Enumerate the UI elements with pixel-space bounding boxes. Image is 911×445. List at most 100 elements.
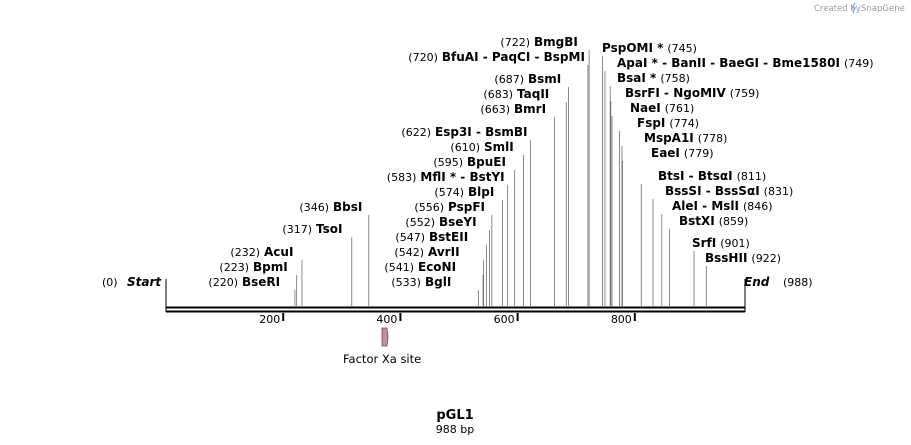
enzyme-label[interactable]: BsrFI - NgoMIV (759) <box>625 84 759 101</box>
site-position: (687) <box>494 73 524 86</box>
site-position: (745) <box>667 42 697 55</box>
svg-text:FspI (774): FspI (774) <box>637 114 699 131</box>
enzyme-label[interactable]: (533) BglI <box>391 273 451 290</box>
enzyme-label[interactable]: (556) PspFI <box>414 198 485 215</box>
svg-text:BsaI * (758): BsaI * (758) <box>617 69 690 86</box>
enzyme-name: TaqII <box>517 87 549 101</box>
enzyme-name: BmgBI <box>534 35 578 49</box>
sequence-backbone <box>166 306 745 313</box>
enzyme-label[interactable]: BstXI (859) <box>679 212 748 229</box>
enzyme-label[interactable]: (687) BsmI <box>494 70 561 87</box>
svg-text:NaeI (761): NaeI (761) <box>630 99 694 116</box>
ruler-label: 800 <box>611 313 632 326</box>
enzyme-name: BsrFI - NgoMIV <box>625 86 726 100</box>
svg-text:BssHII (922): BssHII (922) <box>705 249 781 266</box>
position-ruler: 200 400 600 800 <box>259 313 636 326</box>
svg-text:(541) EcoNI: (541) EcoNI <box>384 258 456 275</box>
svg-text:(317) TsoI: (317) TsoI <box>282 220 342 237</box>
enzyme-name: PspOMI * <box>602 41 664 55</box>
enzyme-label[interactable]: (610) SmlI <box>450 138 513 155</box>
enzyme-name: AvrII <box>428 245 460 259</box>
svg-text:(663) BmrI: (663) BmrI <box>480 100 546 117</box>
enzyme-name: BglI <box>425 275 451 289</box>
enzyme-label[interactable]: BtsI - BtsαI (811) <box>658 167 766 184</box>
enzyme-label[interactable]: PspOMI * (745) <box>602 39 697 56</box>
enzyme-name: BseRI <box>242 275 280 289</box>
enzyme-label[interactable]: (595) BpuEI <box>433 153 506 170</box>
site-position: (663) <box>480 103 510 116</box>
enzyme-label[interactable]: (552) BseYI <box>405 213 476 230</box>
svg-text:PspOMI * (745): PspOMI * (745) <box>602 39 697 56</box>
enzyme-label[interactable]: (542) AvrII <box>394 243 459 260</box>
enzyme-name: BmrI <box>514 102 546 116</box>
enzyme-name: BssHII <box>705 251 747 265</box>
enzyme-label[interactable]: (547) BstEII <box>395 228 468 245</box>
end-label: End <box>744 275 770 289</box>
enzyme-label[interactable]: (622) Esp3I - BsmBI <box>401 123 527 140</box>
enzyme-name: NaeI <box>630 101 661 115</box>
enzyme-label[interactable]: (232) AcuI <box>230 243 293 260</box>
enzyme-name: MspA1I <box>644 131 694 145</box>
enzyme-name: BsmI <box>528 72 561 86</box>
enzyme-name: SmlI <box>484 140 514 154</box>
site-position: (778) <box>698 132 728 145</box>
enzyme-label[interactable]: (720) BfuAI - PaqCI - BspMI <box>408 48 585 65</box>
site-position: (811) <box>737 170 767 183</box>
enzyme-label[interactable]: FspI (774) <box>637 114 699 131</box>
ruler-label: 600 <box>494 313 515 326</box>
svg-text:(542) AvrII: (542) AvrII <box>394 243 459 260</box>
svg-text:BstXI (859): BstXI (859) <box>679 212 748 229</box>
site-position: (574) <box>434 186 464 199</box>
factor-xa-feature[interactable] <box>381 327 389 347</box>
site-position: (859) <box>719 215 749 228</box>
enzyme-label[interactable]: (541) EcoNI <box>384 258 456 275</box>
enzyme-label[interactable]: BsaI * (758) <box>617 69 690 86</box>
enzyme-label[interactable]: (317) TsoI <box>282 220 342 237</box>
enzyme-name: MflI * - BstYI <box>420 170 504 184</box>
svg-text:ApaI * - BanII - BaeGI - Bm: ApaI * - BanII - BaeGI - Bme1580I (749) <box>617 54 874 71</box>
enzyme-name: BssSI - BssSαI <box>665 184 760 198</box>
site-position: (922) <box>751 252 781 265</box>
svg-text:BssSI - BssSαI (831): BssSI - BssSαI (831) <box>665 182 793 199</box>
enzyme-name: EaeI <box>651 146 680 160</box>
enzyme-label[interactable]: (346) BbsI <box>299 198 362 215</box>
enzyme-name: ApaI * - BanII - BaeGI - Bme1580I <box>617 56 840 70</box>
site-position: (831) <box>764 185 794 198</box>
site-position: (758) <box>660 72 690 85</box>
site-position: (232) <box>230 246 260 259</box>
svg-text:(683) TaqII: (683) TaqII <box>483 85 549 102</box>
restriction-sites: (220) BseRI(223) BpmI(232) AcuI (317) Tso… <box>208 33 874 306</box>
svg-text:SrfI (901): SrfI (901) <box>692 234 750 251</box>
site-position: (610) <box>450 141 480 154</box>
enzyme-name: BstEII <box>429 230 468 244</box>
enzyme-label[interactable]: BssHII (922) <box>705 249 781 266</box>
svg-text:(583) MflI * - BstYI: (583) MflI * - BstYI <box>387 168 505 185</box>
site-position: (759) <box>730 87 760 100</box>
site-position: (774) <box>669 117 699 130</box>
enzyme-label[interactable]: SrfI (901) <box>692 234 750 251</box>
enzyme-label[interactable]: (663) BmrI <box>480 100 546 117</box>
enzyme-name: SrfI <box>692 236 716 250</box>
enzyme-label[interactable]: (583) MflI * - BstYI <box>387 168 505 185</box>
enzyme-name: BsaI * <box>617 71 657 85</box>
svg-text:BtsI - BtsαI (811): BtsI - BtsαI (811) <box>658 167 766 184</box>
enzyme-label[interactable]: BssSI - BssSαI (831) <box>665 182 793 199</box>
enzyme-label[interactable]: (223) BpmI <box>219 258 287 275</box>
enzyme-label[interactable]: EaeI (779) <box>651 144 714 161</box>
enzyme-name: FspI <box>637 116 665 130</box>
enzyme-label[interactable]: ApaI * - BanII - BaeGI - Bme1580I (749) <box>617 54 874 71</box>
enzyme-label[interactable]: (722) BmgBI <box>500 33 577 50</box>
feature-label: Factor Xa site <box>343 352 421 366</box>
enzyme-label[interactable]: NaeI (761) <box>630 99 694 116</box>
svg-text:MspA1I (778): MspA1I (778) <box>644 129 727 146</box>
enzyme-label[interactable]: AleI - MslI (846) <box>672 197 773 214</box>
enzyme-label[interactable]: (683) TaqII <box>483 85 549 102</box>
enzyme-label[interactable]: (220) BseRI <box>208 273 280 290</box>
site-position: (683) <box>483 88 513 101</box>
enzyme-name: BlpI <box>468 185 494 199</box>
svg-text:AleI - MslI (846): AleI - MslI (846) <box>672 197 773 214</box>
enzyme-label[interactable]: MspA1I (778) <box>644 129 727 146</box>
enzyme-label[interactable]: (574) BlpI <box>434 183 494 200</box>
site-position: (595) <box>433 156 463 169</box>
